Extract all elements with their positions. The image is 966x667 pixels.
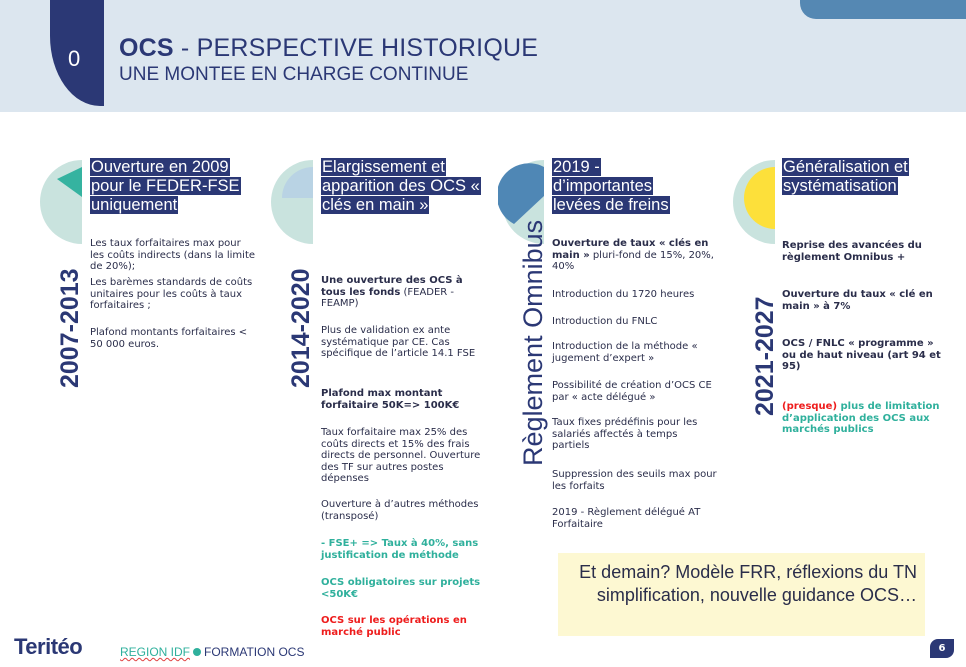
heading-2007: Ouverture en 2009 pour le FEDER-FSE uniq… [90, 158, 241, 214]
period-2014-2020: 2014-2020 [287, 268, 315, 388]
pie-2021-icon [733, 160, 775, 244]
heading-2019: 2019 - d’importantes levées de freins [552, 158, 670, 214]
pie-2014-icon [271, 160, 313, 244]
page-title: OCS - PERSPECTIVE HISTORIQUE [119, 34, 538, 63]
item: OCS obligatoires sur projets <50K€ [321, 577, 481, 600]
item: Possibilité de création d’OCS CE par « a… [552, 380, 712, 403]
corner-decoration [800, 0, 966, 19]
item: - FSE+ => Taux à 40%, sans justification… [321, 538, 479, 561]
item: Introduction du FNLC [552, 316, 658, 327]
title-bold: OCS [119, 34, 174, 62]
item-red: (presque) [782, 401, 838, 412]
item: (presque) plus de limitation d’applicati… [782, 401, 947, 436]
heading-2021: Généralisation et systématisation [782, 158, 909, 195]
item: Plafond max montant forfaitaire 50K=> 10… [321, 388, 460, 411]
item: Suppression des seuils max pour les forf… [552, 469, 717, 492]
page-subtitle: UNE MONTEE EN CHARGE CONTINUE [119, 64, 469, 85]
item: Reprise des avancées du règlement Omnibu… [782, 240, 922, 263]
callout-text: Et demain? Modèle FRR, réflexions du TN … [579, 562, 917, 605]
callout-box: Et demain? Modèle FRR, réflexions du TN … [558, 553, 925, 636]
item: Les barèmes standards de coûts unitaires… [90, 277, 253, 312]
pie-2007-icon [40, 160, 82, 244]
title-rest: - PERSPECTIVE HISTORIQUE [173, 34, 539, 62]
item: OCS / FNLC « programme » ou de haut nive… [782, 338, 941, 373]
item-bold: Une ouverture des OCS à tous les fonds [321, 275, 463, 298]
pie-2019-icon [498, 160, 544, 244]
item: Plafond montants forfaitaires < 50 000 e… [90, 327, 248, 350]
bullet-dot-icon [193, 648, 202, 656]
item: Ouverture du taux « clé en main » à 7% [782, 289, 933, 312]
item: Introduction de la méthode « jugement d’… [552, 341, 698, 364]
item: Taux fixes prédéfinis pour les salariés … [552, 417, 698, 452]
item: Ouverture à d’autres méthodes (transposé… [321, 499, 479, 522]
item-bold: Ouverture de taux « clés en main » [552, 238, 709, 261]
item-teal: plus de limitation d’application des OCS… [782, 401, 940, 436]
period-2007-2013: 2007-2013 [56, 268, 84, 388]
period-2021-2027: 2021-2027 [751, 296, 779, 416]
item: Une ouverture des OCS à tous les fonds (… [321, 275, 486, 310]
item: 2019 - Règlement délégué AT Forfaitaire [552, 507, 701, 530]
footer-label: REGION IDF FORMATION OCS [120, 645, 304, 659]
page-number: 6 [930, 639, 954, 658]
period-reglement-omnibus: Règlement Omnibus [518, 219, 548, 466]
item: Les taux forfaitaires max pour les coûts… [90, 238, 256, 273]
footer-region: REGION IDF [120, 645, 191, 659]
heading-2014: Elargissement et apparition des OCS « cl… [321, 158, 481, 214]
item: OCS sur les opérations en marché public [321, 615, 467, 638]
header-band [0, 0, 966, 112]
section-number: 0 [68, 46, 81, 71]
teriteo-logo: Teritéo [14, 634, 83, 659]
item: Plus de validation ex ante systématique … [321, 325, 476, 360]
item: Ouverture de taux « clés en main » pluri… [552, 238, 717, 273]
item: Taux forfaitaire max 25% des coûts direc… [321, 427, 481, 485]
item-text: (FEADER - FEAMP) [321, 286, 455, 310]
item: Introduction du 1720 heures [552, 289, 695, 300]
item-text: pluri-fond de 15%, 20%, 40% [552, 249, 714, 273]
footer-formation: FORMATION OCS [204, 645, 305, 659]
